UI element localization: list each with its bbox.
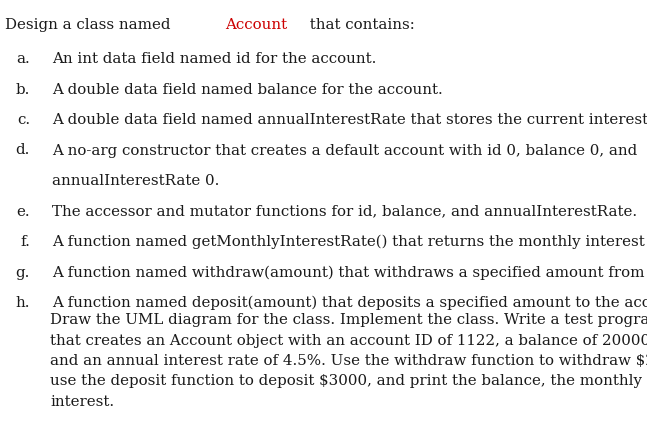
Text: f.: f. bbox=[20, 235, 30, 249]
Text: h.: h. bbox=[16, 296, 30, 310]
Text: use the deposit function to deposit $3000, and print the balance, the monthly: use the deposit function to deposit $300… bbox=[50, 375, 642, 388]
Text: A function named deposit(amount) that deposits a specified amount to the account: A function named deposit(amount) that de… bbox=[52, 296, 647, 310]
Text: Draw the UML diagram for the class. Implement the class. Write a test program: Draw the UML diagram for the class. Impl… bbox=[50, 313, 647, 327]
Text: The accessor and mutator functions for id, balance, and annualInterestRate.: The accessor and mutator functions for i… bbox=[52, 205, 637, 218]
Text: An int data field named id for the account.: An int data field named id for the accou… bbox=[52, 52, 377, 66]
Text: b.: b. bbox=[16, 83, 30, 96]
Text: c.: c. bbox=[17, 113, 30, 127]
Text: annualInterestRate 0.: annualInterestRate 0. bbox=[52, 174, 219, 188]
Text: A no-arg constructor that creates a default account with id 0, balance 0, and: A no-arg constructor that creates a defa… bbox=[52, 144, 637, 157]
Text: that creates an Account object with an account ID of 1122, a balance of 20000,: that creates an Account object with an a… bbox=[50, 334, 647, 347]
Text: interest.: interest. bbox=[50, 395, 114, 409]
Text: that contains:: that contains: bbox=[305, 18, 415, 32]
Text: A function named getMonthlyInterestRate() that returns the monthly interest rate: A function named getMonthlyInterestRate(… bbox=[52, 235, 647, 249]
Text: and an annual interest rate of 4.5%. Use the withdraw function to withdraw $2500: and an annual interest rate of 4.5%. Use… bbox=[50, 354, 647, 368]
Text: a.: a. bbox=[16, 52, 30, 66]
Text: A double data field named balance for the account.: A double data field named balance for th… bbox=[52, 83, 443, 96]
Text: g.: g. bbox=[16, 265, 30, 280]
Text: A double data field named annualInterestRate that stores the current interest ra: A double data field named annualInterest… bbox=[52, 113, 647, 127]
Text: Design a class named: Design a class named bbox=[5, 18, 175, 32]
Text: A function named withdraw(amount) that withdraws a specified amount from the acc: A function named withdraw(amount) that w… bbox=[52, 265, 647, 280]
Text: e.: e. bbox=[16, 205, 30, 218]
Text: d.: d. bbox=[16, 144, 30, 157]
Text: Account: Account bbox=[225, 18, 287, 32]
